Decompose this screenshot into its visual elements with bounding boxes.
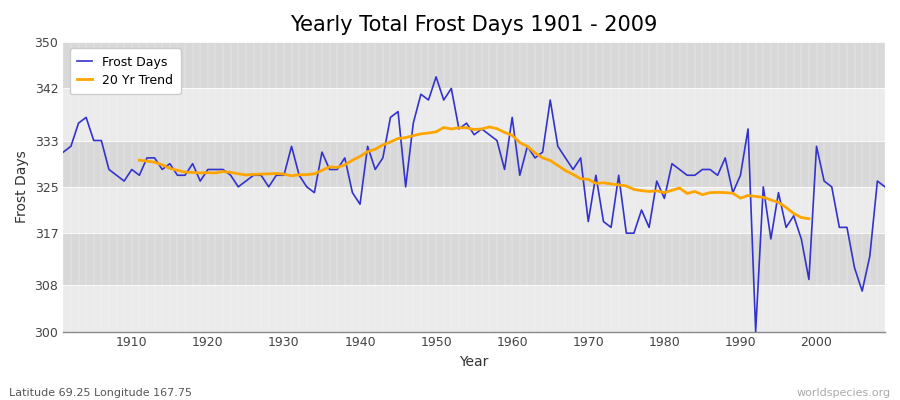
Frost Days	[58, 150, 68, 154]
Frost Days	[606, 225, 616, 230]
Line: Frost Days: Frost Days	[63, 77, 885, 332]
20 Yr Trend	[218, 169, 229, 174]
20 Yr Trend	[484, 124, 495, 129]
Bar	[63, 187, 885, 233]
Y-axis label: Frost Days: Frost Days	[15, 150, 29, 223]
20 Yr Trend	[271, 171, 282, 176]
X-axis label: Year: Year	[460, 355, 489, 369]
20 Yr Trend	[735, 196, 746, 200]
20 Yr Trend	[134, 158, 145, 163]
20 Yr Trend	[392, 136, 403, 141]
Legend: Frost Days, 20 Yr Trend: Frost Days, 20 Yr Trend	[69, 48, 181, 94]
Text: Latitude 69.25 Longitude 167.75: Latitude 69.25 Longitude 167.75	[9, 388, 192, 398]
Frost Days	[332, 167, 343, 172]
Bar	[63, 42, 885, 88]
20 Yr Trend	[202, 170, 213, 175]
Frost Days	[286, 144, 297, 149]
Bar	[63, 88, 885, 140]
Text: worldspecies.org: worldspecies.org	[796, 388, 891, 398]
Bar	[63, 140, 885, 187]
Frost Days	[751, 329, 761, 334]
Frost Days	[515, 173, 526, 178]
Title: Yearly Total Frost Days 1901 - 2009: Yearly Total Frost Days 1901 - 2009	[291, 15, 658, 35]
Frost Days	[431, 74, 442, 79]
Frost Days	[507, 115, 517, 120]
Frost Days	[119, 179, 130, 184]
Frost Days	[879, 184, 890, 189]
Line: 20 Yr Trend: 20 Yr Trend	[140, 127, 809, 219]
20 Yr Trend	[476, 126, 487, 131]
20 Yr Trend	[804, 216, 814, 221]
Bar	[63, 233, 885, 285]
Bar	[63, 285, 885, 332]
